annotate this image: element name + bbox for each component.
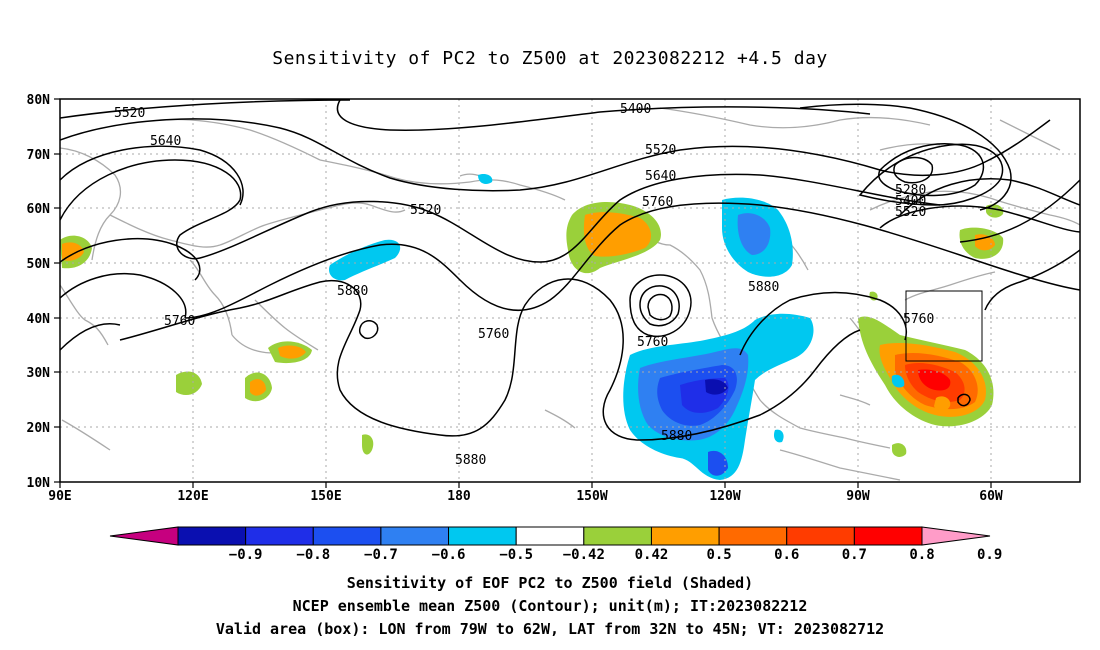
colorbar-extend-low — [109, 526, 179, 546]
contour-label: 5760 — [637, 335, 668, 350]
axis-ticks — [54, 98, 992, 488]
lon-tick-label: 120W — [709, 489, 740, 504]
sensitivity-shading — [60, 173, 1004, 480]
lat-tick-label: 20N — [27, 421, 51, 436]
valid-area-box — [905, 290, 983, 362]
contour-label: 5640 — [645, 169, 676, 184]
contour-label: 5880 — [455, 453, 486, 468]
map-frame — [59, 98, 1081, 483]
colorbar-swatch — [448, 526, 517, 546]
caption-line-3: Valid area (box): LON from 79W to 62W, L… — [215, 620, 885, 638]
lat-tick-label: 80N — [27, 93, 51, 108]
colorbar-tick-label: 0.8 — [909, 547, 934, 563]
colorbar-swatch — [650, 526, 720, 546]
lat-tick-label: 30N — [27, 366, 51, 381]
colorbar-tick-label: −0.7 — [364, 547, 398, 563]
contour-label: 5520 — [645, 143, 676, 158]
caption-line-2: NCEP ensemble mean Z500 (Contour); unit(… — [292, 597, 808, 615]
colorbar-swatch — [515, 526, 585, 546]
gridlines — [60, 99, 1080, 482]
lon-labels: 90E 120E 150E 180 150W 120W 90W 60W — [48, 489, 1003, 504]
lat-tick-label: 10N — [27, 476, 51, 491]
lat-tick-label: 70N — [27, 148, 51, 163]
contour-label: 5760 — [642, 195, 673, 210]
colorbar: −0.9 −0.8 −0.7 −0.6 −0.5 −0.42 0.42 0.5 0.6 0.7 0.… — [109, 526, 1002, 563]
contour-label: 5880 — [661, 429, 692, 444]
colorbar-tick-label: −0.9 — [229, 547, 263, 563]
contour-label: 5760 — [478, 327, 509, 342]
chart-title: Sensitivity of PC2 to Z500 at 2023082212… — [272, 48, 828, 69]
contour-label: 5520 — [410, 203, 441, 218]
colorbar-tick-label: 0.7 — [842, 547, 867, 563]
lon-tick-label: 60W — [979, 489, 1003, 504]
colorbar-swatch — [245, 526, 314, 546]
colorbar-swatch — [583, 526, 652, 546]
colorbar-swatch — [718, 526, 788, 546]
lon-tick-label: 150E — [310, 489, 341, 504]
lon-tick-label: 90E — [48, 489, 71, 504]
contour-label: 5760 — [903, 312, 934, 327]
contour-label: 5760 — [164, 314, 195, 329]
contour-label: 5880 — [748, 280, 779, 295]
colorbar-swatch — [786, 526, 855, 546]
colorbar-tick-label: 0.9 — [977, 547, 1002, 563]
colorbar-swatch — [853, 526, 923, 546]
contour-label: 5400 — [620, 102, 651, 117]
colorbar-tick-label: 0.42 — [635, 547, 669, 563]
colorbar-tick-label: −0.5 — [499, 547, 533, 563]
colorbar-tick-label: −0.42 — [563, 547, 605, 563]
colorbar-extend-high — [921, 526, 991, 546]
lon-tick-label: 90W — [846, 489, 870, 504]
contour-label: 5520 — [895, 205, 926, 220]
contour-label: 5400 — [895, 194, 926, 209]
lat-labels: 80N 70N 60N 50N 40N 30N 20N 10N — [27, 93, 51, 491]
colorbar-tick-label: −0.8 — [296, 547, 330, 563]
colorbar-tick-label: 0.5 — [706, 547, 731, 563]
colorbar-tick-label: −0.6 — [432, 547, 466, 563]
z500-contours — [60, 99, 1080, 441]
colorbar-swatch — [380, 526, 450, 546]
caption-line-1: Sensitivity of EOF PC2 to Z500 field (Sh… — [346, 574, 754, 592]
lon-tick-label: 180 — [447, 489, 471, 504]
contour-label: 5880 — [337, 284, 368, 299]
contour-label: 5280 — [895, 183, 926, 198]
lon-tick-label: 150W — [576, 489, 607, 504]
lat-tick-label: 40N — [27, 312, 51, 327]
contour-label: 5520 — [114, 106, 145, 121]
lon-tick-label: 120E — [177, 489, 208, 504]
lat-tick-label: 60N — [27, 202, 51, 217]
colorbar-tick-label: 0.6 — [774, 547, 799, 563]
lat-tick-label: 50N — [27, 257, 51, 272]
contour-label: 5640 — [150, 134, 181, 149]
colorbar-swatch — [312, 526, 382, 546]
colorbar-swatch — [177, 526, 247, 546]
contour-labels: 5520 5640 5400 5520 5520 5640 5760 5280 … — [114, 102, 934, 468]
